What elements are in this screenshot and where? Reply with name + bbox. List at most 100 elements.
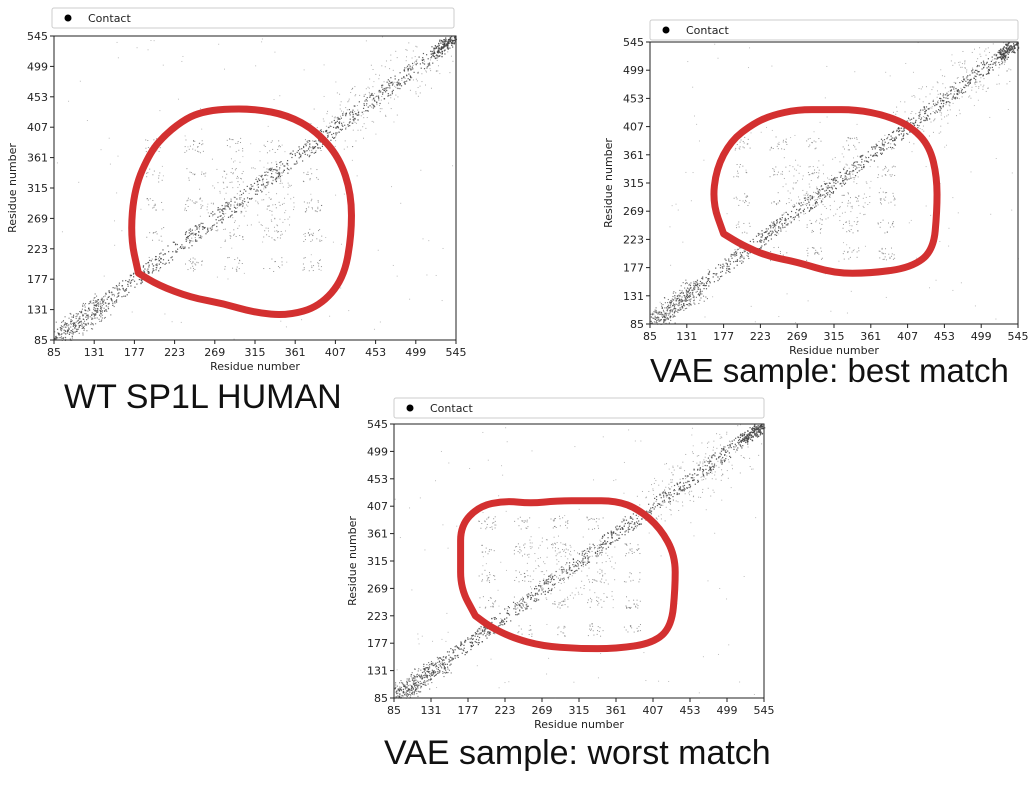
contact-point [306, 140, 308, 142]
contact-point [886, 148, 888, 150]
contact-point [835, 187, 837, 189]
contact-point [320, 149, 322, 151]
contact-point [326, 113, 328, 115]
contact-point [967, 75, 969, 77]
contact-point [77, 328, 79, 330]
contact-point [265, 187, 267, 189]
contact-point [384, 89, 386, 91]
contact-point [118, 284, 120, 286]
contact-point [744, 231, 746, 233]
contact-point [365, 110, 367, 112]
contact-point [406, 693, 409, 695]
x-tick-label: 85 [47, 346, 61, 359]
contact-point [462, 649, 464, 651]
contact-point [91, 323, 93, 325]
contact-point [156, 267, 158, 269]
contact-point [83, 329, 85, 331]
contact-point [319, 210, 321, 212]
contact-point [853, 178, 855, 180]
contact-point [687, 480, 689, 482]
contact-point [669, 497, 671, 500]
contact-point [843, 250, 845, 252]
contact-point [964, 91, 967, 93]
contact-point [265, 171, 267, 173]
contact-point [286, 261, 288, 263]
contact-point [901, 138, 903, 140]
contact-point [452, 652, 454, 654]
contact-point [396, 81, 399, 83]
contact-point [245, 210, 247, 212]
contact-point [410, 69, 412, 71]
contact-point [377, 96, 380, 99]
contact-point [874, 146, 876, 148]
contact-point [235, 268, 237, 270]
contact-point [692, 172, 694, 174]
contact-point [431, 669, 433, 671]
contact-point [996, 54, 998, 56]
contact-point [438, 50, 440, 52]
contact-point [254, 193, 256, 195]
contact-point [689, 473, 691, 475]
contact-point [848, 178, 850, 180]
contact-point [811, 207, 814, 210]
contact-point [78, 318, 80, 320]
contact-point [803, 201, 805, 203]
contact-point [728, 447, 730, 449]
contact-point [928, 108, 930, 110]
contact-point [869, 195, 871, 197]
contact-point [76, 315, 78, 317]
contact-point [418, 56, 420, 58]
contact-point [444, 49, 446, 51]
contact-point [960, 91, 962, 93]
contact-point [715, 274, 717, 276]
contact-point [729, 271, 731, 273]
contact-point [380, 91, 382, 93]
contact-point [405, 692, 407, 694]
contact-point [486, 637, 488, 639]
contact-point [766, 126, 768, 128]
contact-point [699, 280, 702, 283]
contact-point [982, 74, 984, 77]
contact-point [525, 604, 527, 606]
contact-point [673, 315, 675, 318]
contact-point [450, 36, 453, 38]
contact-point [654, 506, 656, 508]
contact-point [101, 311, 103, 313]
contact-point [83, 325, 85, 327]
contact-point [184, 207, 186, 209]
contact-point [681, 298, 683, 301]
contact-point [407, 688, 409, 690]
contact-point [1003, 46, 1005, 48]
contact-point [435, 47, 437, 49]
contact-point [152, 207, 154, 209]
contact-point [699, 299, 701, 301]
contact-point [441, 46, 444, 48]
contact-point [880, 222, 882, 224]
contact-point [234, 211, 236, 213]
contact-point [959, 113, 961, 115]
contact-point [111, 294, 113, 296]
contact-point [211, 158, 213, 160]
contact-point [569, 569, 571, 571]
contact-point [925, 110, 927, 112]
contact-point [844, 177, 846, 179]
contact-point [927, 115, 929, 117]
contact-point [153, 139, 155, 141]
contact-point [470, 645, 473, 647]
contact-point [602, 547, 604, 549]
contact-point [696, 279, 699, 281]
contact-point [824, 183, 826, 185]
contact-point [865, 156, 867, 158]
contact-point [673, 303, 675, 306]
contact-point [179, 247, 181, 249]
contact-point [1002, 57, 1005, 59]
contact-point [433, 48, 435, 50]
contact-point [682, 489, 684, 491]
contact-point [1002, 56, 1004, 58]
contact-point [974, 82, 976, 84]
contact-point [452, 657, 454, 660]
contact-point [698, 295, 701, 297]
contact-point [211, 226, 213, 228]
contact-point [790, 216, 792, 218]
contact-point [319, 259, 321, 261]
